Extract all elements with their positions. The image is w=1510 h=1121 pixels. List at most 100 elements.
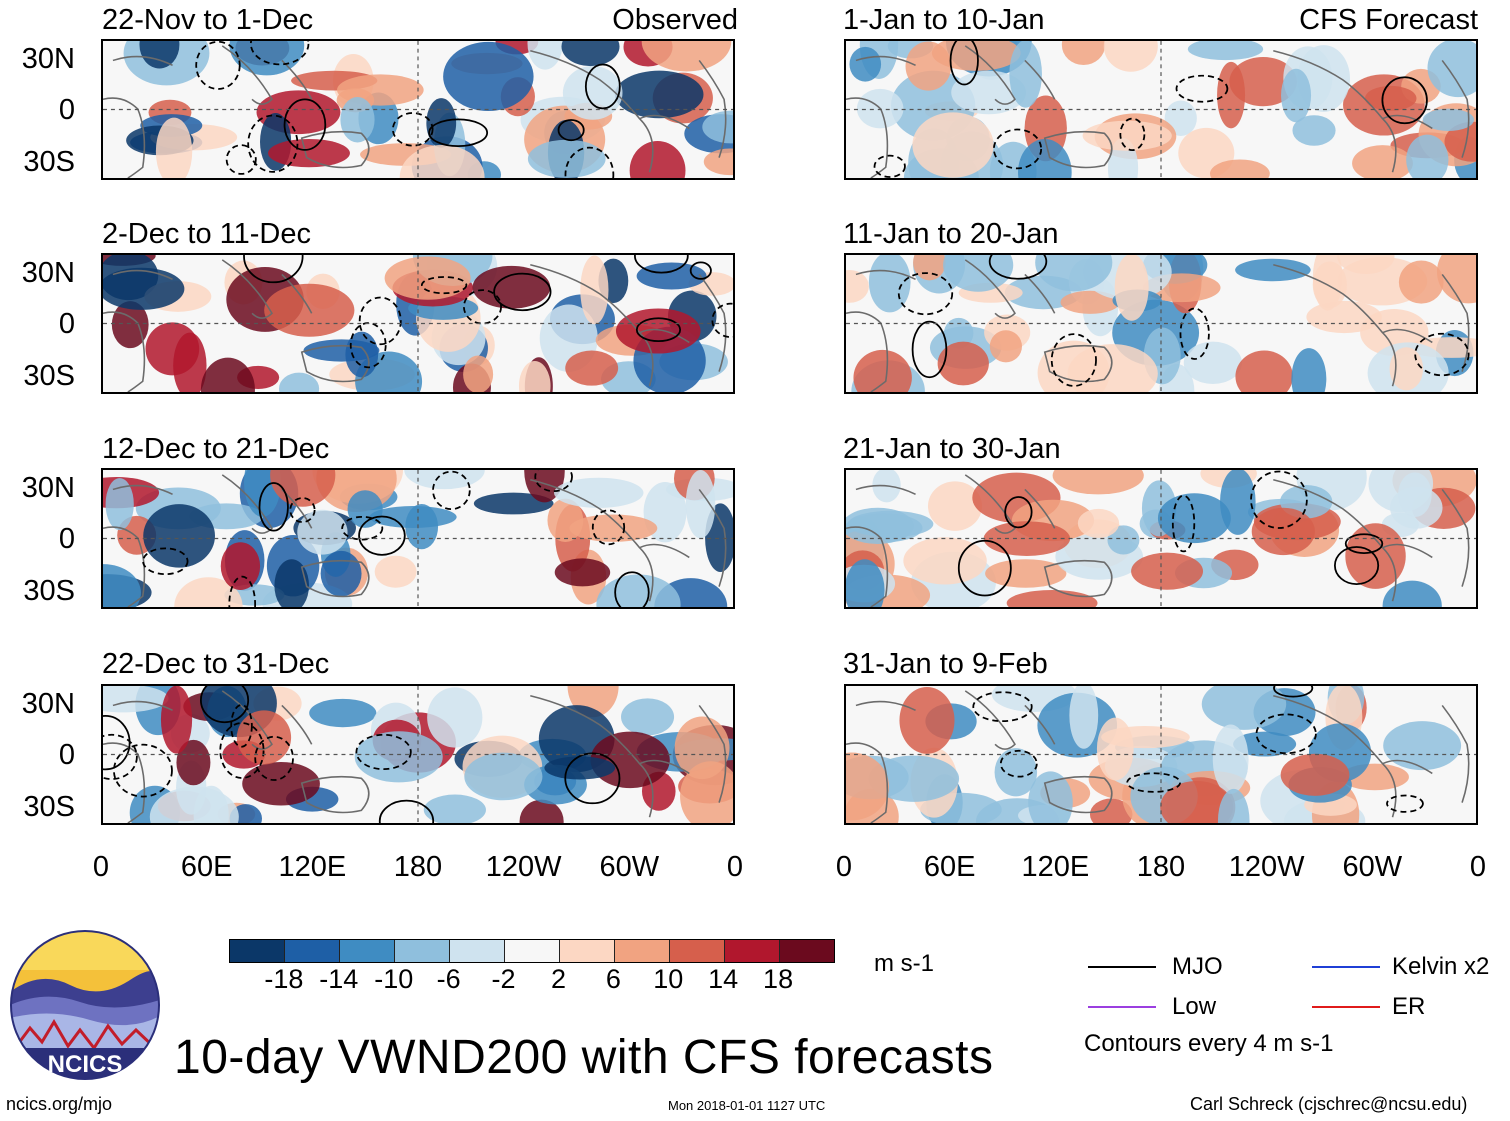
y-tick-label: 30S [23,575,75,607]
y-tick-label: 30S [23,146,75,178]
mjo-contour [949,41,979,86]
contour-note: Contours every 4 m s-1 [1084,1030,1334,1057]
x-tick-label: 0 [1469,851,1487,883]
anomaly-shading [1103,41,1158,72]
legend-line-kelvin [1312,966,1380,968]
anomaly-shading [1089,798,1133,823]
anomaly-shading [846,752,890,821]
mjo-contour [289,497,316,523]
coastline [964,45,1056,105]
mjo-contour [1414,332,1470,377]
mjo-contour [1386,794,1424,813]
map-panel-observed-3 [101,468,735,609]
anomaly-shading [105,478,134,531]
anomaly-shading [1422,108,1475,131]
coastline [1441,704,1470,803]
anomaly-shading [103,267,185,310]
anomaly-shading [1291,348,1327,392]
anomaly-shading [1233,731,1297,757]
anomaly-shading [868,755,960,802]
panel-title: 31-Jan to 9-Feb [843,648,1048,680]
coastline [846,55,916,178]
mjo-contour [493,272,552,312]
mjo-contour [1050,333,1097,387]
x-tick-label: 60W [1342,851,1403,883]
x-tick-label: 0 [835,851,853,883]
coastline [846,700,916,823]
mjo-contour [230,704,253,748]
colorbar-swatch [725,940,780,962]
anomaly-shading [1406,134,1449,178]
anomaly-shading [303,339,380,362]
anomaly-shading [590,731,670,789]
anomaly-shading [1209,159,1270,178]
legend-label-kelvin: Kelvin x2 [1392,953,1490,980]
mjo-contour [1119,117,1146,151]
anomaly-shading [236,710,292,765]
anomaly-shading [1390,486,1443,529]
mjo-contour [225,144,257,175]
anomaly-shading [426,98,457,148]
anomaly-shading [1365,85,1417,111]
anomaly-shading [1427,41,1476,98]
logo-text: NCICS [48,1051,123,1078]
anomaly-shading [846,559,885,607]
x-tick-label: 60W [599,851,660,883]
mjo-contour [1344,533,1384,554]
anomaly-shading [1082,120,1172,151]
legend-line-mjo [1088,966,1156,968]
coastline [1043,559,1113,598]
footer-website-link[interactable]: ncics.org/mjo [6,1094,113,1114]
coastline [698,704,727,803]
x-tick-label: 180 [1136,851,1186,883]
x-tick-label: 180 [393,851,443,883]
anomaly-shading [1235,350,1293,392]
y-tick-label: 30N [21,688,75,720]
coastline [846,269,916,392]
mjo-contour [358,296,402,346]
anomaly-shading [1160,781,1234,823]
map-panel-forecast-3 [844,468,1478,609]
mjo-contour [432,470,471,511]
coastline [1273,263,1433,387]
y-tick-label: 0 [58,523,75,555]
coastline [103,55,173,178]
colorbar-tick-label: 2 [550,964,566,994]
anomaly-shading [1096,717,1134,781]
coastline [1043,344,1113,383]
colorbar [229,939,835,963]
coastline [1273,694,1433,818]
mjo-contour [873,154,906,178]
y-tick-label: 0 [58,739,75,771]
anomaly-shading [636,262,707,290]
panel-title: 1-Jan to 10-Jan [843,4,1045,36]
ncics-logo: NCICS [10,930,160,1080]
mjo-contour [283,98,327,151]
colorbar-tick-label: -6 [436,964,461,994]
anomaly-shading [369,506,457,529]
anomaly-shading [899,686,955,754]
coastline [530,694,690,818]
colorbar-swatch [780,940,834,962]
anomaly-shading [200,357,255,392]
x-tick-label: 120E [1021,851,1090,883]
mjo-contour [228,575,257,607]
mjo-contour [258,482,289,532]
anomaly-shading [1131,552,1204,590]
coastline [300,559,370,598]
mjo-contour [897,272,954,316]
anomaly-shading [565,350,619,386]
colorbar-swatch [615,940,670,962]
mjo-contour [534,470,573,493]
anomaly-shading [1337,255,1395,275]
footer-author: Carl Schreck (cjschrec@ncsu.edu) [1190,1094,1468,1114]
anomaly-shading [544,756,616,780]
mjo-contour [428,118,489,148]
map-panel-forecast-1 [844,39,1478,180]
y-tick-label: 30N [21,472,75,504]
y-tick-label: 30N [21,257,75,289]
colorbar-units: m s-1 [874,950,934,977]
anomaly-shading [615,308,701,354]
anomaly-shading [519,799,564,823]
coastline [103,700,173,823]
